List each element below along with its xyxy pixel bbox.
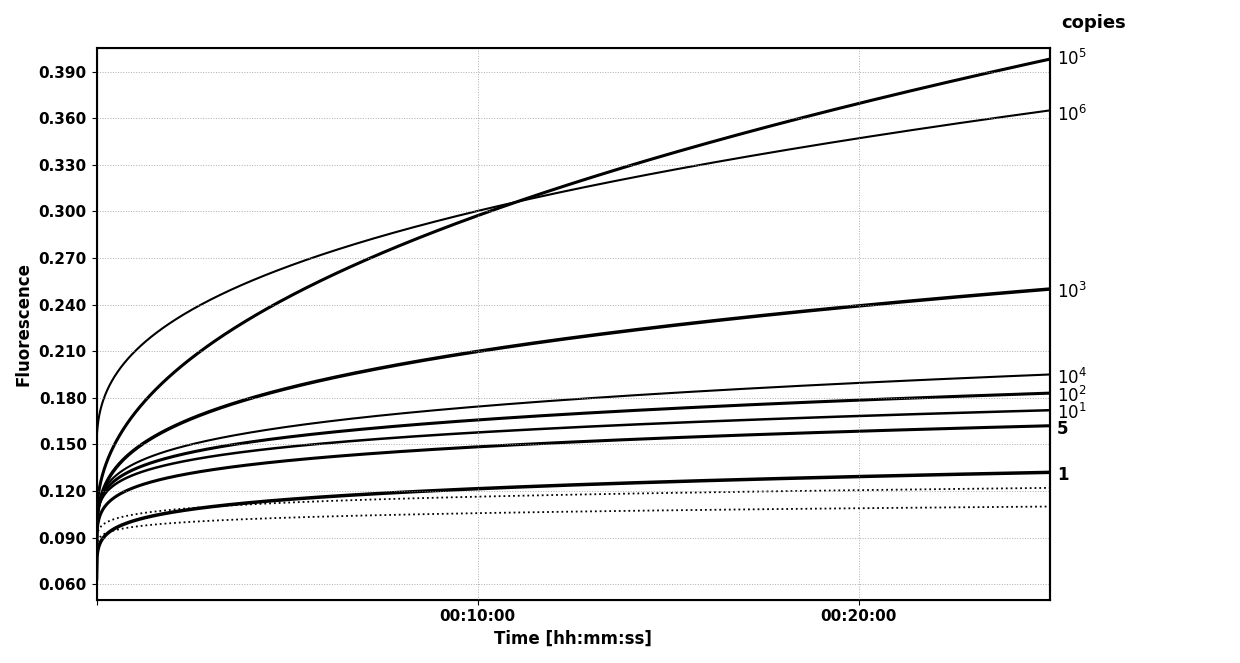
Text: $10^1$: $10^1$	[1058, 403, 1086, 424]
Text: $10^3$: $10^3$	[1058, 282, 1087, 302]
Text: $10^6$: $10^6$	[1058, 105, 1087, 125]
Y-axis label: Fluorescence: Fluorescence	[15, 262, 33, 386]
Text: $10^2$: $10^2$	[1058, 386, 1086, 406]
Text: $10^4$: $10^4$	[1058, 367, 1087, 388]
Text: 5: 5	[1058, 420, 1069, 438]
Text: copies: copies	[1061, 14, 1126, 32]
X-axis label: Time [hh:mm:ss]: Time [hh:mm:ss]	[494, 630, 652, 648]
Text: $10^5$: $10^5$	[1058, 49, 1086, 69]
Text: 1: 1	[1058, 467, 1069, 485]
